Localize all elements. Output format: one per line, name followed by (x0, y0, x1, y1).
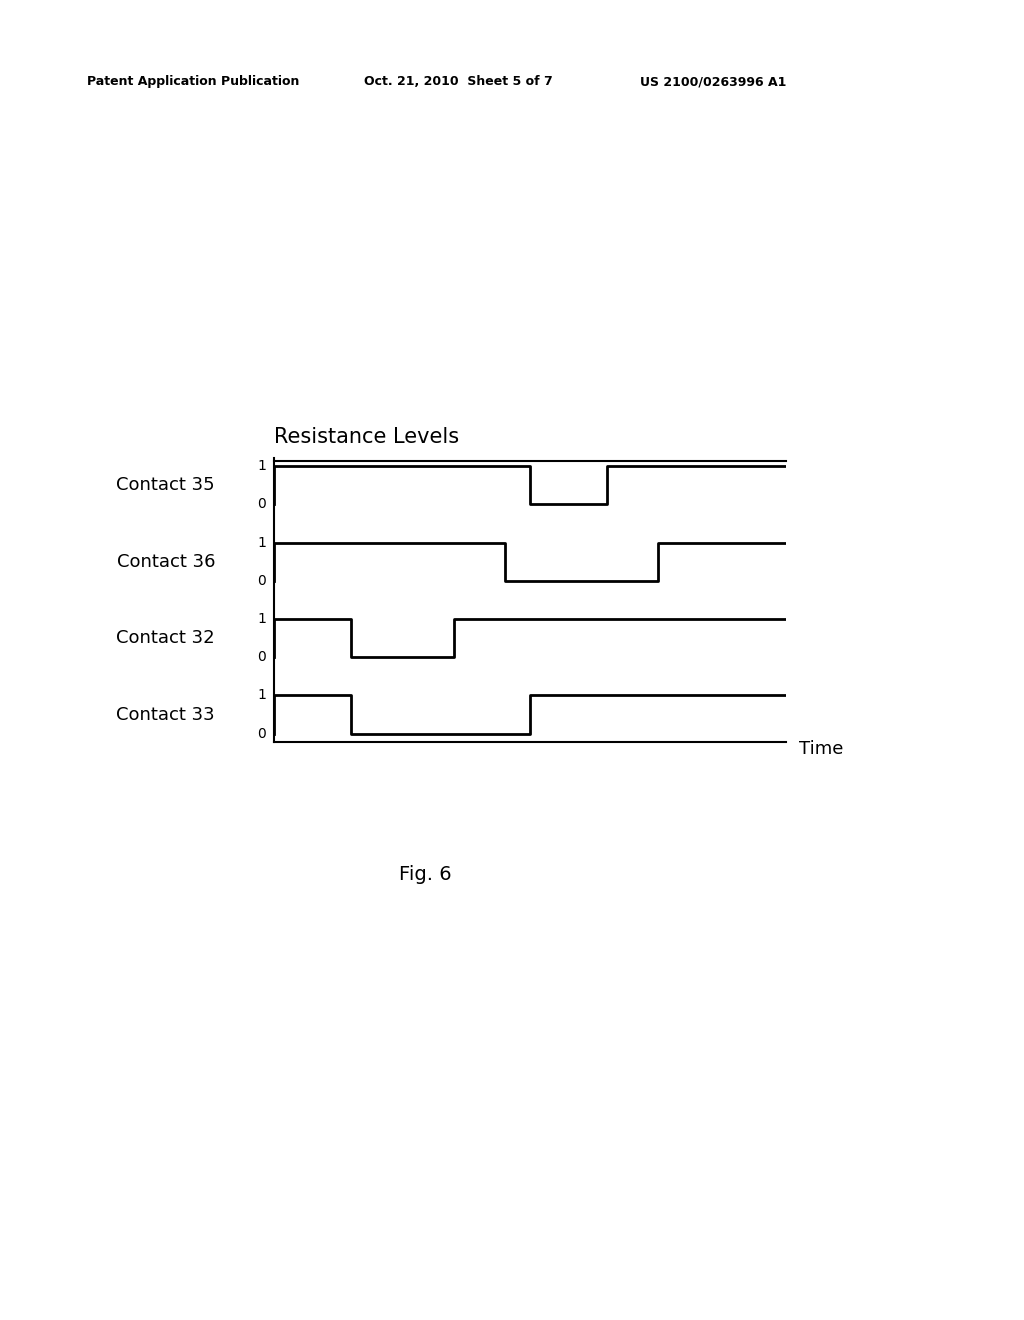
Text: 1: 1 (257, 459, 266, 474)
Text: Contact 33: Contact 33 (117, 706, 215, 723)
Text: Oct. 21, 2010  Sheet 5 of 7: Oct. 21, 2010 Sheet 5 of 7 (364, 75, 552, 88)
Text: Contact 35: Contact 35 (117, 477, 215, 494)
Text: 0: 0 (257, 498, 266, 511)
Text: 1: 1 (257, 612, 266, 626)
Text: Contact 36: Contact 36 (117, 553, 215, 570)
Text: Time: Time (800, 741, 844, 758)
Text: 1: 1 (257, 536, 266, 549)
Text: Contact 32: Contact 32 (117, 630, 215, 647)
Text: 0: 0 (257, 726, 266, 741)
Text: 1: 1 (257, 689, 266, 702)
Text: 0: 0 (257, 651, 266, 664)
Text: Patent Application Publication: Patent Application Publication (87, 75, 299, 88)
Text: Resistance Levels: Resistance Levels (274, 428, 460, 447)
Text: US 2100/0263996 A1: US 2100/0263996 A1 (640, 75, 786, 88)
Text: Fig. 6: Fig. 6 (398, 865, 452, 883)
Text: 0: 0 (257, 574, 266, 587)
